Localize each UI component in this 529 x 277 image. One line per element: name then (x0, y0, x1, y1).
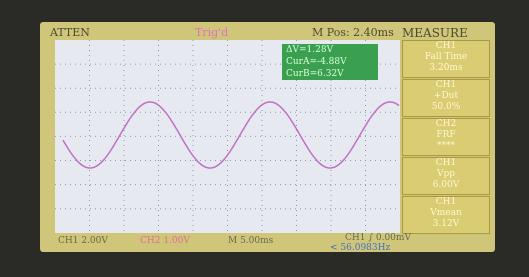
m-pos: M Pos: 2.40ms (312, 26, 394, 39)
cursor-readout: ΔV=1.28V CurA=-4.88V CurB=6.32V (282, 44, 378, 80)
trigger-status: Trig'd (195, 26, 228, 39)
measure-value: **** (403, 141, 489, 152)
trigger-level: CH1 ∫ 0.00mV (345, 233, 411, 243)
measure-source: CH2 (403, 119, 489, 130)
atten-label: ATTEN (50, 26, 90, 39)
measure-source: CH1 (403, 80, 489, 91)
oscilloscope-photo: ATTEN Trig'd M Pos: 2.40ms MEASURE ΔV=1.… (0, 0, 529, 277)
measure-value: 3.20ms (403, 63, 489, 74)
cursor-a: CurA=-4.88V (286, 56, 378, 68)
measure-source: CH1 (403, 197, 489, 208)
menu-title: MEASURE (402, 26, 468, 40)
cursor-b: CurB=6.32V (286, 68, 378, 80)
measure-value: 3.12V (403, 219, 489, 230)
ch2-scale: CH2 1.00V (140, 236, 190, 246)
ch1-scale: CH1 2.00V (58, 236, 108, 246)
measure-value: 6.00V (403, 180, 489, 191)
measure-value: 50.0% (403, 102, 489, 113)
measure-type: Fall Time (403, 52, 489, 63)
frequency: < 56.0983Hz (330, 243, 390, 253)
cursor-delta: ΔV=1.28V (286, 44, 378, 56)
measure-type: FRF (403, 130, 489, 141)
measure-type: +Dut (403, 91, 489, 102)
measure-source: CH1 (403, 158, 489, 169)
measure-type: Vmean (403, 208, 489, 219)
measure-type: Vpp (403, 169, 489, 180)
measure-source: CH1 (403, 41, 489, 52)
time-base: M 5.00ms (228, 236, 273, 246)
